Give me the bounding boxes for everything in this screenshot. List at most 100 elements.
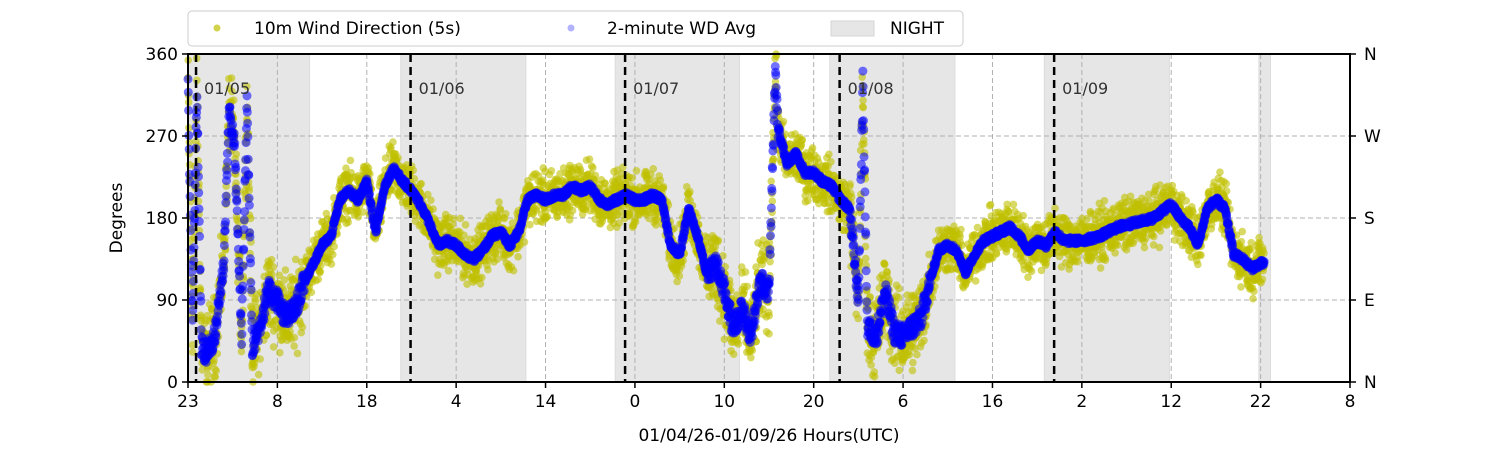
wd-avg-point	[220, 226, 230, 236]
wd-5s-point	[628, 174, 637, 182]
wd-5s-point	[290, 342, 298, 350]
wd-5s-point	[880, 260, 889, 269]
wd-avg-point	[222, 170, 232, 180]
wd-5s-point	[986, 200, 995, 209]
wd-5s-point	[1237, 283, 1245, 291]
wd-5s-point	[364, 164, 373, 172]
wd-5s-point	[460, 231, 468, 240]
wd-5s-point	[496, 206, 505, 215]
wd-5s-point	[493, 255, 502, 263]
wd-5s-point	[329, 250, 337, 259]
wd-avg-point	[219, 256, 229, 266]
wd-5s-point	[461, 221, 470, 229]
wd-avg-point	[225, 102, 235, 112]
wd-5s-point	[449, 215, 458, 223]
wd-5s-point	[1096, 264, 1105, 272]
wd-5s-point	[267, 255, 276, 264]
wd-5s-point	[1140, 243, 1149, 252]
wd-5s-point	[269, 343, 278, 351]
wd-5s-point	[748, 346, 757, 355]
wd-5s-point	[1194, 260, 1202, 269]
wd-avg-point	[230, 138, 240, 148]
wd-5s-point	[427, 196, 435, 205]
wd-5s-point	[1216, 168, 1224, 176]
wd-5s-point	[245, 186, 254, 195]
wd-5s-point	[798, 136, 807, 144]
wd-5s-point	[992, 250, 1001, 258]
wd-5s-point	[389, 138, 397, 146]
wd-5s-point	[429, 205, 437, 213]
wd-5s-point	[1197, 251, 1205, 260]
wd-5s-point	[344, 218, 353, 226]
wd-5s-point	[1074, 257, 1082, 266]
wd-5s-point	[526, 220, 534, 229]
wd-5s-point	[1113, 241, 1122, 249]
wd-5s-point	[846, 180, 854, 188]
wd-5s-point	[196, 286, 205, 294]
wd-5s-point	[514, 252, 522, 261]
wd-5s-point	[256, 355, 264, 363]
wd-5s-point	[495, 198, 503, 206]
wd-5s-point	[520, 238, 529, 246]
wd-5s-point	[659, 183, 668, 191]
wd-5s-point	[354, 213, 363, 221]
wd-5s-point	[1155, 243, 1164, 252]
wd-5s-point	[568, 206, 577, 215]
wd-avg-point	[193, 129, 203, 139]
wd-5s-point	[242, 82, 251, 91]
wd-5s-point	[472, 267, 481, 276]
wd-5s-point	[847, 193, 856, 201]
wd-5s-point	[463, 280, 471, 288]
wd-avg-point	[229, 128, 239, 138]
wd-5s-point	[1222, 187, 1231, 195]
wd-avg-point	[221, 191, 231, 201]
wd-5s-point	[342, 164, 350, 172]
wd-5s-point	[476, 279, 485, 288]
wd-5s-point	[894, 293, 903, 302]
wd-5s-point	[280, 276, 289, 284]
wd-5s-point	[895, 284, 903, 293]
wd-5s-point	[649, 165, 658, 173]
wd-5s-point	[307, 288, 316, 297]
wd-5s-point	[204, 371, 212, 379]
wd-5s-point	[276, 348, 284, 357]
wd-5s-point	[1258, 275, 1267, 284]
wd-5s-point	[423, 190, 432, 199]
wd-5s-point	[747, 353, 755, 362]
wd-5s-point	[237, 347, 246, 356]
wd-5s-point	[1027, 267, 1036, 276]
wd-5s-point	[210, 356, 218, 365]
wd-5s-point	[905, 351, 914, 359]
wd-5s-point	[290, 333, 299, 342]
wd-5s-point	[734, 340, 743, 348]
wd-5s-point	[714, 236, 723, 245]
wd-avg-point	[211, 332, 221, 342]
wd-5s-point	[484, 265, 492, 274]
wd-avg-point	[185, 192, 195, 202]
wd-5s-point	[543, 212, 552, 221]
wd-5s-point	[808, 144, 817, 152]
wd-5s-point	[920, 336, 928, 345]
wd-5s-point	[1156, 227, 1165, 235]
wd-avg-point	[221, 217, 231, 227]
wd-5s-point	[232, 150, 241, 159]
wd-5s-point	[478, 273, 486, 282]
wd-5s-point	[316, 267, 325, 276]
wd-5s-point	[254, 370, 263, 379]
wd-5s-point	[861, 254, 870, 263]
wd-5s-point	[860, 140, 868, 148]
wd-5s-point	[298, 323, 307, 331]
wd-5s-point	[769, 155, 778, 163]
wd-5s-point	[275, 271, 284, 280]
wd-5s-point	[286, 327, 294, 336]
wd-5s-point	[766, 257, 774, 266]
wd-5s-point	[913, 350, 921, 359]
wd-avg-point	[231, 162, 241, 172]
wd-5s-point	[1260, 249, 1268, 258]
wd-5s-point	[909, 358, 917, 367]
wd-5s-point	[765, 311, 774, 320]
wd-avg-point	[219, 265, 229, 275]
wd-5s-point	[957, 225, 965, 234]
wd-5s-point	[444, 266, 453, 275]
